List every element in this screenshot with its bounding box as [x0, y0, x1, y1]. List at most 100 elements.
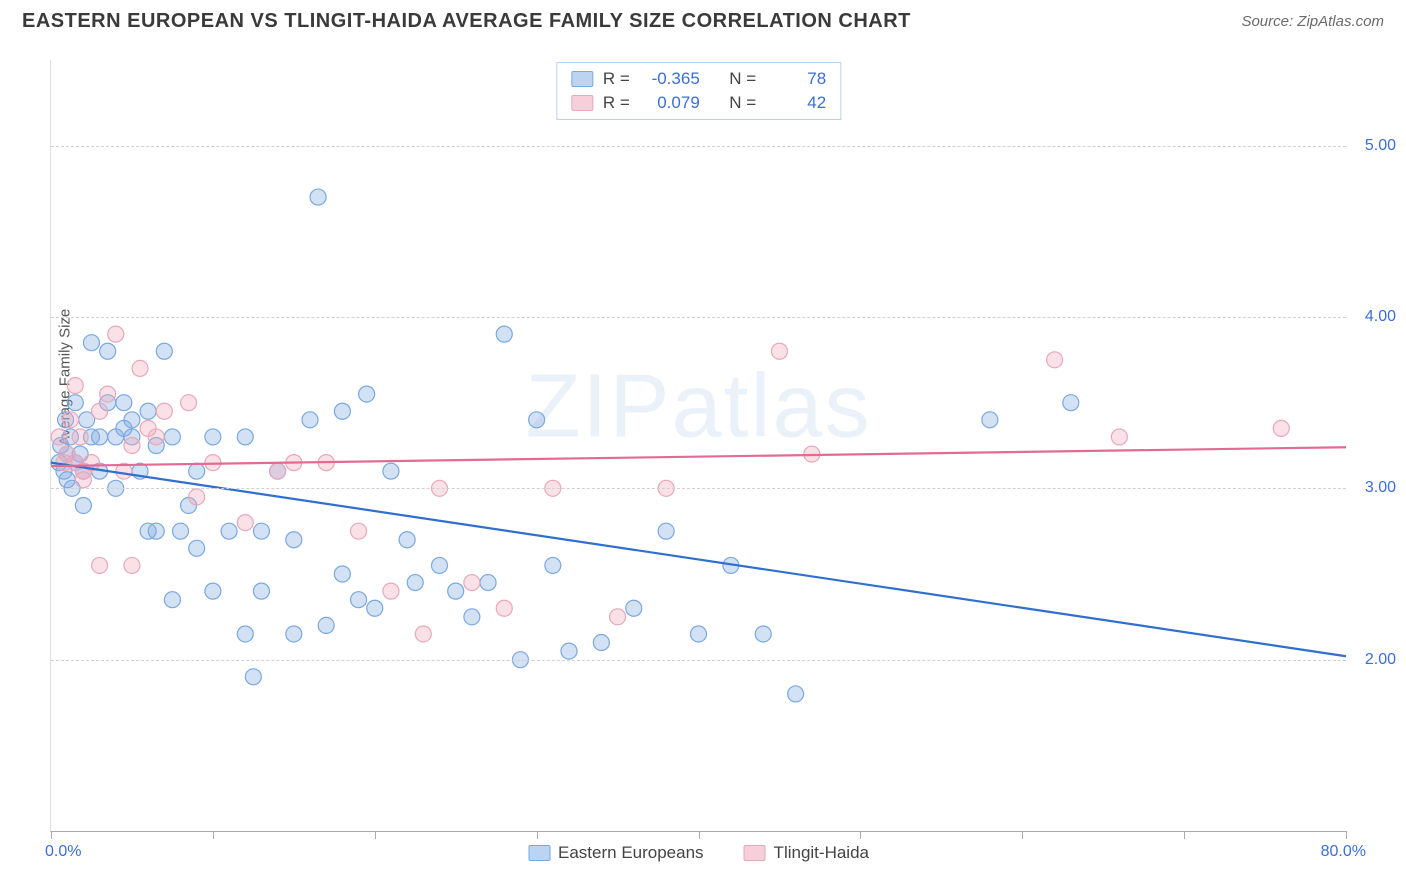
swatch-tlingit-icon	[744, 845, 766, 861]
scatter-point-tlingit	[67, 378, 83, 394]
scatter-point-tlingit	[771, 343, 787, 359]
scatter-point-eastern	[334, 566, 350, 582]
scatter-point-tlingit	[62, 412, 78, 428]
scatter-point-eastern	[302, 412, 318, 428]
x-tick	[51, 831, 52, 839]
scatter-point-eastern	[140, 403, 156, 419]
scatter-point-eastern	[367, 600, 383, 616]
scatter-point-eastern	[189, 463, 205, 479]
gridline	[51, 146, 1346, 147]
x-tick	[1346, 831, 1347, 839]
scatter-point-tlingit	[383, 583, 399, 599]
scatter-point-eastern	[359, 386, 375, 402]
y-tick-label: 2.00	[1352, 651, 1396, 669]
x-tick	[860, 831, 861, 839]
x-tick	[1184, 831, 1185, 839]
legend-item-tlingit: Tlingit-Haida	[744, 843, 869, 863]
scatter-point-eastern	[691, 626, 707, 642]
source-label: Source: ZipAtlas.com	[1241, 13, 1384, 30]
scatter-point-eastern	[788, 686, 804, 702]
scatter-point-eastern	[561, 643, 577, 659]
scatter-point-tlingit	[124, 557, 140, 573]
scatter-point-tlingit	[237, 515, 253, 531]
scatter-point-tlingit	[189, 489, 205, 505]
x-tick	[699, 831, 700, 839]
scatter-point-eastern	[237, 429, 253, 445]
gridline	[51, 660, 1346, 661]
trend-line-tlingit	[51, 447, 1346, 466]
scatter-point-eastern	[286, 532, 302, 548]
scatter-point-eastern	[156, 343, 172, 359]
x-axis-max-label: 80.0%	[1321, 843, 1366, 861]
scatter-point-eastern	[286, 626, 302, 642]
x-tick	[1022, 831, 1023, 839]
scatter-point-tlingit	[92, 403, 108, 419]
scatter-point-eastern	[148, 523, 164, 539]
scatter-point-tlingit	[156, 403, 172, 419]
legend-label-tlingit: Tlingit-Haida	[774, 843, 869, 863]
x-tick	[213, 831, 214, 839]
series-legend: Eastern Europeans Tlingit-Haida	[528, 843, 869, 863]
x-axis-min-label: 0.0%	[45, 843, 81, 861]
scatter-point-eastern	[221, 523, 237, 539]
scatter-point-eastern	[407, 575, 423, 591]
scatter-point-eastern	[626, 600, 642, 616]
scatter-point-eastern	[253, 583, 269, 599]
scatter-point-eastern	[496, 326, 512, 342]
scatter-point-eastern	[100, 343, 116, 359]
scatter-point-eastern	[173, 523, 189, 539]
scatter-point-eastern	[982, 412, 998, 428]
swatch-eastern-icon	[528, 845, 550, 861]
scatter-point-eastern	[755, 626, 771, 642]
scatter-point-tlingit	[610, 609, 626, 625]
scatter-point-tlingit	[100, 386, 116, 402]
scatter-point-tlingit	[496, 600, 512, 616]
scatter-point-eastern	[164, 429, 180, 445]
scatter-point-eastern	[189, 540, 205, 556]
scatter-point-tlingit	[1111, 429, 1127, 445]
scatter-point-eastern	[448, 583, 464, 599]
scatter-point-tlingit	[132, 360, 148, 376]
scatter-point-eastern	[253, 523, 269, 539]
scatter-point-eastern	[237, 626, 253, 642]
scatter-point-tlingit	[181, 395, 197, 411]
scatter-point-eastern	[464, 609, 480, 625]
scatter-point-tlingit	[124, 438, 140, 454]
y-tick-label: 4.00	[1352, 308, 1396, 326]
scatter-point-eastern	[480, 575, 496, 591]
scatter-point-eastern	[310, 189, 326, 205]
scatter-point-eastern	[399, 532, 415, 548]
scatter-point-tlingit	[415, 626, 431, 642]
scatter-point-tlingit	[72, 429, 88, 445]
scatter-point-eastern	[593, 635, 609, 651]
scatter-point-eastern	[124, 412, 140, 428]
scatter-point-eastern	[245, 669, 261, 685]
gridline	[51, 317, 1346, 318]
scatter-point-eastern	[351, 592, 367, 608]
scatter-point-eastern	[334, 403, 350, 419]
chart-title: EASTERN EUROPEAN VS TLINGIT-HAIDA AVERAG…	[22, 10, 911, 33]
scatter-point-tlingit	[92, 557, 108, 573]
scatter-point-tlingit	[51, 429, 67, 445]
y-tick-label: 5.00	[1352, 137, 1396, 155]
y-tick-label: 3.00	[1352, 479, 1396, 497]
scatter-point-tlingit	[1273, 420, 1289, 436]
scatter-point-tlingit	[1047, 352, 1063, 368]
scatter-point-eastern	[67, 395, 83, 411]
scatter-point-eastern	[205, 429, 221, 445]
scatter-point-tlingit	[270, 463, 286, 479]
scatter-point-eastern	[432, 557, 448, 573]
scatter-point-eastern	[75, 497, 91, 513]
header: EASTERN EUROPEAN VS TLINGIT-HAIDA AVERAG…	[0, 0, 1406, 39]
scatter-point-eastern	[545, 557, 561, 573]
scatter-point-eastern	[383, 463, 399, 479]
scatter-point-eastern	[83, 335, 99, 351]
scatter-point-eastern	[205, 583, 221, 599]
scatter-point-eastern	[1063, 395, 1079, 411]
scatter-point-eastern	[164, 592, 180, 608]
scatter-point-tlingit	[148, 429, 164, 445]
legend-item-eastern: Eastern Europeans	[528, 843, 704, 863]
chart-svg	[51, 60, 1346, 831]
legend-label-eastern: Eastern Europeans	[558, 843, 704, 863]
x-tick	[375, 831, 376, 839]
